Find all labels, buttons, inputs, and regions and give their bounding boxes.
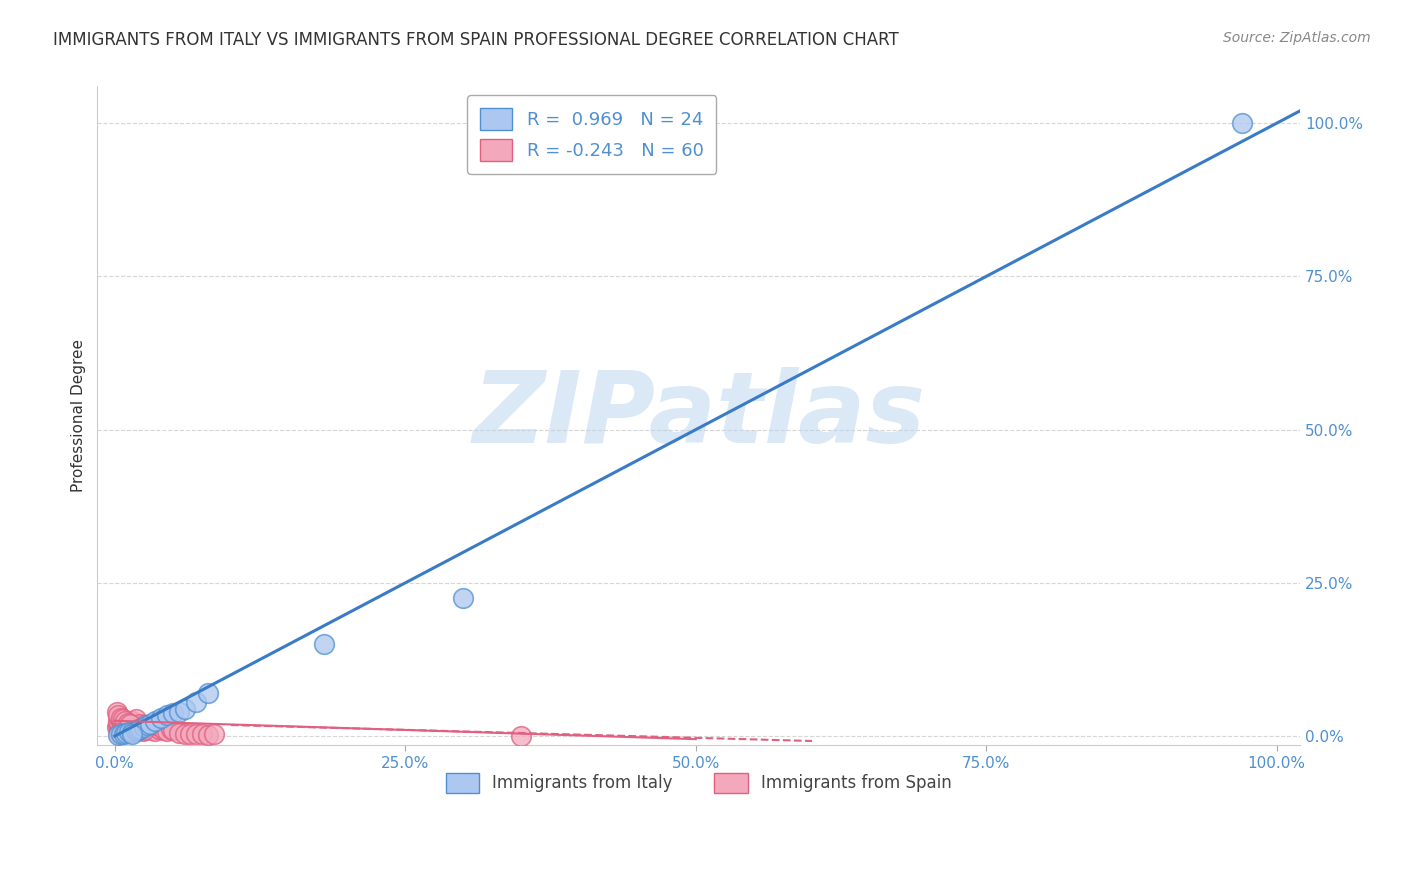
Point [136, 720, 159, 734]
Point [145, 714, 167, 728]
Point [107, 718, 129, 732]
Point [125, 716, 148, 731]
Point [150, 720, 173, 734]
Point [1230, 116, 1253, 130]
Point [127, 723, 149, 737]
Point [179, 727, 201, 741]
Point [127, 720, 149, 734]
Point [148, 722, 170, 736]
Point [125, 718, 148, 732]
Y-axis label: Professional Degree: Professional Degree [72, 339, 86, 492]
Point [121, 714, 143, 728]
Point [134, 722, 156, 736]
Point [115, 716, 138, 731]
Point [122, 724, 145, 739]
Point [121, 723, 143, 737]
Point [111, 722, 134, 736]
Point [117, 715, 139, 730]
Point [107, 728, 129, 742]
Point [162, 723, 184, 737]
Point [136, 718, 159, 732]
Point [156, 707, 179, 722]
Point [108, 716, 131, 731]
Point [184, 726, 207, 740]
Point [510, 729, 533, 743]
Text: IMMIGRANTS FROM ITALY VS IMMIGRANTS FROM SPAIN PROFESSIONAL DEGREE CORRELATION C: IMMIGRANTS FROM ITALY VS IMMIGRANTS FROM… [53, 31, 900, 49]
Point [150, 711, 173, 725]
Point [112, 718, 135, 732]
Point [111, 723, 134, 737]
Point [121, 727, 143, 741]
Point [105, 720, 128, 734]
Point [111, 712, 134, 726]
Point [110, 711, 132, 725]
Point [114, 714, 136, 728]
Point [112, 724, 135, 739]
Point [129, 723, 152, 737]
Point [107, 714, 129, 728]
Point [131, 724, 153, 739]
Point [141, 723, 163, 737]
Point [312, 637, 335, 651]
Point [173, 701, 195, 715]
Point [138, 716, 160, 731]
Point [173, 726, 195, 740]
Point [118, 716, 141, 731]
Point [120, 720, 142, 734]
Point [132, 720, 155, 734]
Point [152, 723, 174, 737]
Point [167, 726, 190, 740]
Point [108, 711, 131, 725]
Point [115, 726, 138, 740]
Point [110, 714, 132, 728]
Point [191, 727, 214, 741]
Point [105, 705, 128, 719]
Point [162, 706, 184, 720]
Point [114, 720, 136, 734]
Point [159, 722, 181, 736]
Point [197, 686, 219, 700]
Point [110, 727, 132, 741]
Point [118, 716, 141, 731]
Point [156, 724, 179, 739]
Point [127, 722, 149, 736]
Point [167, 705, 190, 719]
Text: ZIPatlas: ZIPatlas [472, 368, 925, 465]
Text: Source: ZipAtlas.com: Source: ZipAtlas.com [1223, 31, 1371, 45]
Point [125, 724, 148, 739]
Point [124, 722, 146, 736]
Point [118, 718, 141, 732]
Point [112, 726, 135, 740]
Point [129, 716, 152, 731]
Point [145, 724, 167, 739]
Point [117, 722, 139, 736]
Point [132, 723, 155, 737]
Point [108, 726, 131, 740]
Point [184, 695, 207, 709]
Point [132, 718, 155, 732]
Point [129, 722, 152, 736]
Point [107, 707, 129, 722]
Point [453, 591, 475, 606]
Point [118, 725, 141, 739]
Point [138, 718, 160, 732]
Point [202, 727, 225, 741]
Point [197, 728, 219, 742]
Legend: Immigrants from Italy, Immigrants from Spain: Immigrants from Italy, Immigrants from S… [436, 763, 962, 803]
Point [125, 712, 148, 726]
Point [111, 715, 134, 730]
Point [136, 720, 159, 734]
Point [121, 724, 143, 739]
Point [118, 715, 141, 730]
